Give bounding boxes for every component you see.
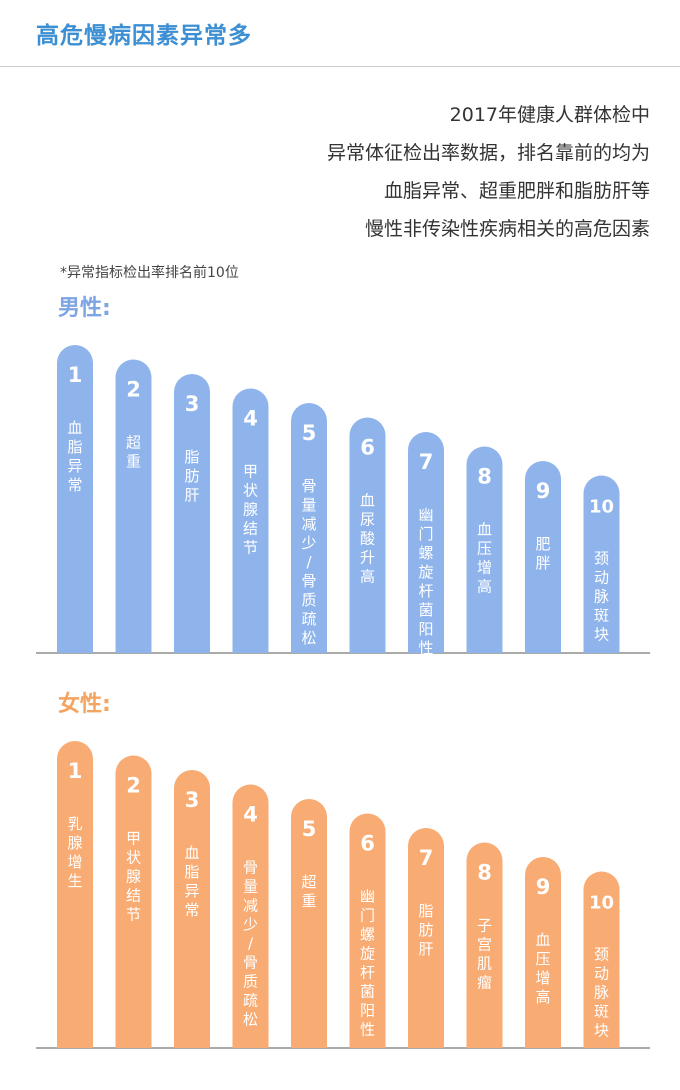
male-bar-shape [583, 475, 620, 653]
female-bar-shape [408, 828, 444, 1048]
male-rank-label: 10 [589, 497, 614, 518]
male-rank-label: 8 [477, 465, 492, 489]
male-rank-label: 6 [360, 436, 375, 460]
female-rank-label: 4 [243, 803, 258, 827]
male-rank-label: 2 [126, 378, 141, 402]
female-bar-10: 10 颈动脉斑块 [583, 871, 620, 1048]
female-bar-2: 2 甲状腺结节 [115, 755, 152, 1048]
male-category-label: 脂肪肝 [184, 448, 199, 504]
male-category-label: 血压增高 [477, 521, 492, 596]
male-bar-8: 8 血压增高 [466, 446, 503, 653]
female-bar-shape [57, 741, 93, 1048]
male-bar-7: 7 幽门螺旋杆菌阳性 [408, 432, 444, 657]
male-section-label: 男性: [58, 296, 111, 321]
intro-line: 慢性非传染性疾病相关的高危因素 [364, 218, 650, 240]
male-bar-shape [349, 417, 386, 653]
male-category-label: 颈动脉斑块 [594, 550, 609, 644]
female-rank-label: 7 [419, 846, 434, 870]
male-bar-shape [115, 359, 152, 653]
female-bar-shape [291, 799, 327, 1048]
female-rank-label: 3 [185, 788, 200, 812]
page-title: 高危慢病因素异常多 [36, 23, 252, 49]
female-bar-shape [174, 770, 210, 1048]
female-rank-label: 6 [360, 832, 375, 856]
male-bar-shape [525, 461, 561, 653]
male-bar-shape [232, 388, 269, 653]
female-category-label: 乳腺增生 [67, 815, 82, 890]
male-bar-5: 5 骨量减少/骨质疏松 [291, 403, 327, 653]
female-bar-9: 9 血压增高 [525, 857, 561, 1048]
female-rank-label: 8 [477, 861, 492, 885]
male-bar-2: 2 超重 [115, 359, 152, 653]
intro-line: 血脂异常、超重肥胖和脂肪肝等 [383, 180, 650, 202]
female-category-label: 血压增高 [535, 931, 550, 1006]
intro-line: 异常体征检出率数据，排名靠前的均为 [326, 142, 650, 164]
female-bar-shape [232, 784, 269, 1048]
female-bar-shape [583, 871, 620, 1048]
intro-line: 2017年健康人群体检中 [449, 104, 650, 126]
male-bar-shape [466, 446, 503, 653]
male-category-label: 骨量减少/骨质疏松 [301, 477, 316, 647]
male-category-label: 肥胖 [535, 535, 550, 572]
male-category-label: 甲状腺结节 [243, 463, 258, 557]
female-bar-3: 3 血脂异常 [174, 770, 210, 1048]
female-category-label: 甲状腺结节 [126, 830, 141, 924]
footnote: *异常指标检出率排名前10位 [60, 265, 239, 281]
female-section-label: 女性: [58, 692, 111, 717]
male-bar-shape [408, 432, 444, 653]
male-category-label: 幽门螺旋杆菌阳性 [418, 506, 433, 657]
female-bar-4: 4 骨量减少/骨质疏松 [232, 784, 269, 1048]
female-bar-6: 6 幽门螺旋杆菌阳性 [349, 813, 386, 1048]
male-category-label: 超重 [126, 434, 141, 471]
male-bar-shape [57, 345, 93, 653]
male-rank-label: 1 [68, 363, 83, 387]
male-bar-shape [174, 374, 210, 653]
male-bar-1: 1 血脂异常 [57, 345, 93, 653]
female-rank-label: 10 [589, 893, 614, 914]
male-rank-label: 5 [302, 421, 317, 445]
female-category-label: 颈动脉斑块 [594, 946, 609, 1040]
male-bar-3: 3 脂肪肝 [174, 374, 210, 653]
title-divider [0, 66, 680, 67]
female-rank-label: 1 [68, 759, 83, 783]
male-bar-shape [291, 403, 327, 653]
female-bar-shape [115, 755, 152, 1048]
female-category-label: 骨量减少/骨质疏松 [243, 859, 258, 1029]
male-bar-6: 6 血尿酸升高 [349, 417, 386, 653]
male-bar-9: 9 肥胖 [525, 461, 561, 653]
female-bar-shape [349, 813, 386, 1048]
intro-text: 2017年健康人群体检中 异常体征检出率数据，排名靠前的均为 血脂异常、超重肥胖… [327, 96, 650, 248]
male-rank-label: 4 [243, 407, 258, 431]
male-rank-label: 7 [419, 450, 434, 474]
male-rank-label: 9 [536, 479, 551, 503]
male-bar-10: 10 颈动脉斑块 [583, 475, 620, 653]
female-bar-1: 1 乳腺增生 [57, 741, 93, 1048]
female-rank-label: 2 [126, 774, 141, 798]
female-bar-8: 8 子宫肌瘤 [466, 842, 503, 1048]
female-category-label: 脂肪肝 [418, 902, 433, 958]
male-category-label: 血尿酸升高 [360, 492, 375, 586]
female-category-label: 子宫肌瘤 [477, 917, 492, 992]
female-bar-shape [525, 857, 561, 1048]
female-rank-label: 9 [536, 875, 551, 899]
male-bar-4: 4 甲状腺结节 [232, 388, 269, 653]
female-bar-7: 7 脂肪肝 [408, 828, 444, 1048]
female-bar-shape [466, 842, 503, 1048]
female-bar-5: 5 超重 [291, 799, 327, 1048]
female-rank-label: 5 [302, 817, 317, 841]
female-category-label: 超重 [301, 873, 316, 910]
female-category-label: 幽门螺旋杆菌阳性 [360, 888, 375, 1039]
female-category-label: 血脂异常 [184, 844, 199, 919]
male-category-label: 血脂异常 [67, 419, 82, 494]
male-rank-label: 3 [185, 392, 200, 416]
